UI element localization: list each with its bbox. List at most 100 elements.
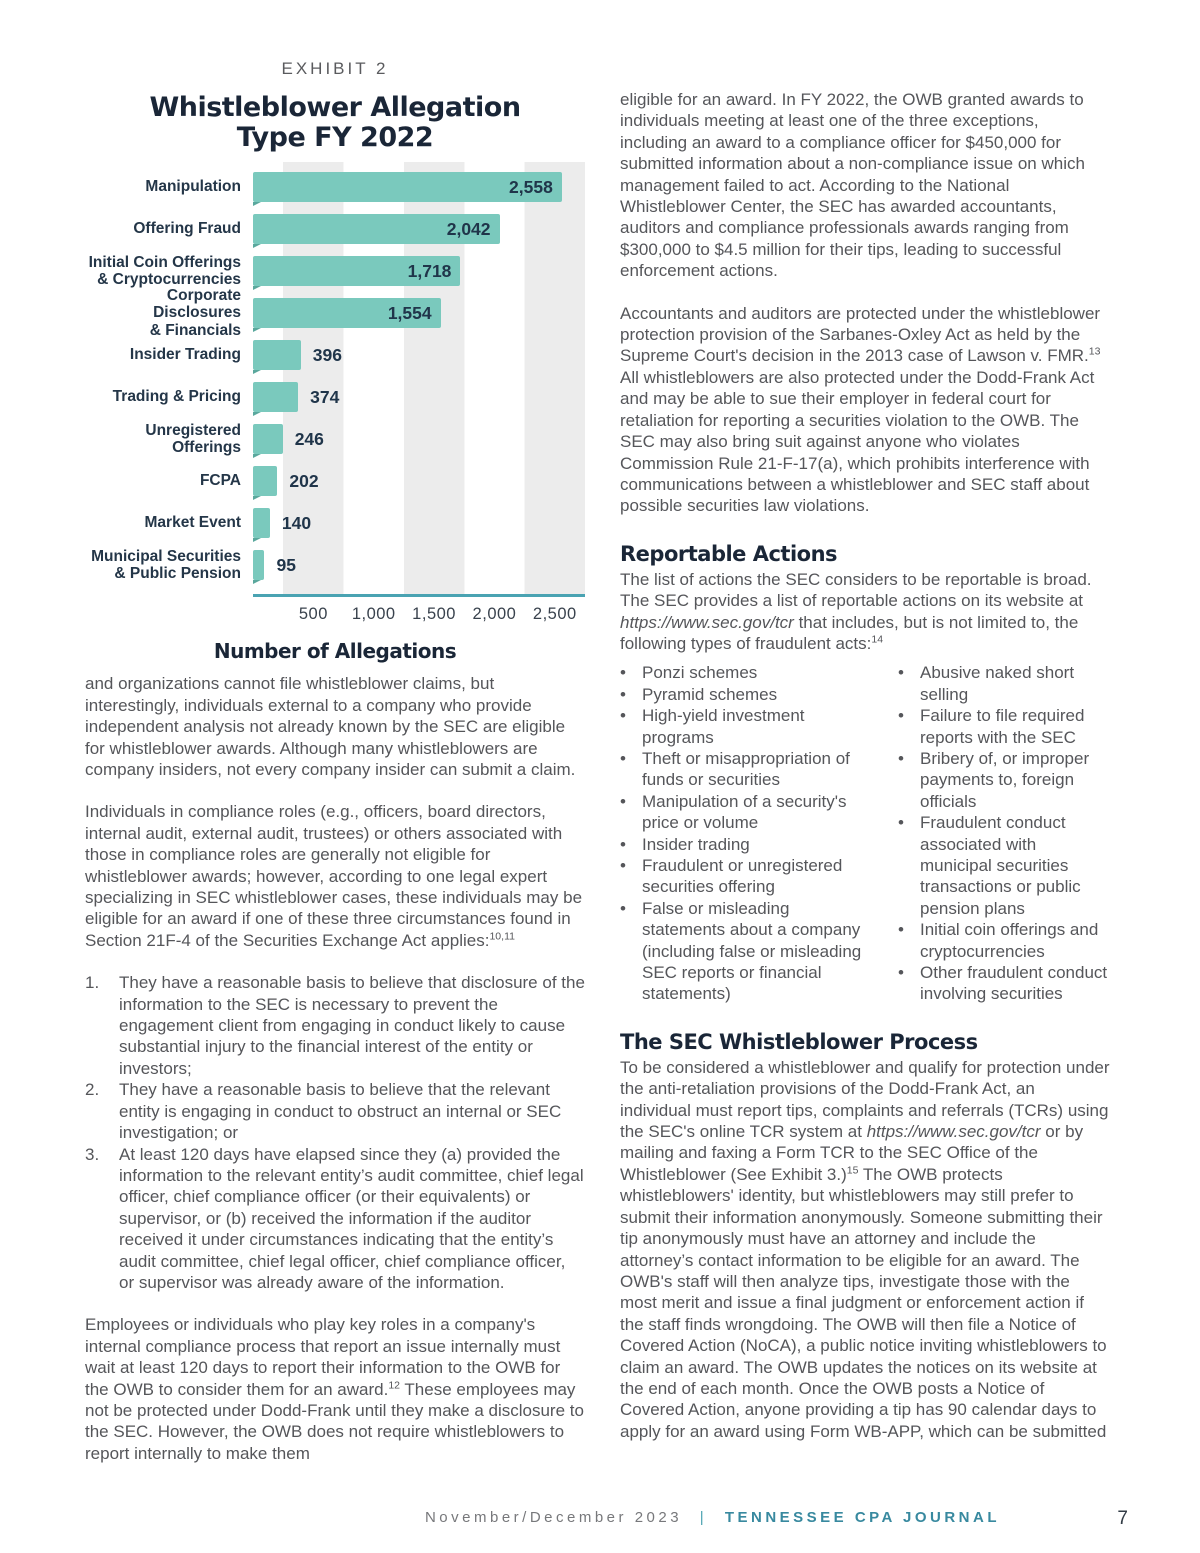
text-run: that includes, but is not limited to, th… (620, 612, 1079, 653)
chart-row: Municipal Securities & Public Pension 95 (85, 544, 585, 586)
bullet-item: • Ponzi schemes (620, 662, 872, 683)
text-run: and organizations cannot file whistleblo… (85, 674, 576, 779)
bar-category-label: Manipulation (145, 178, 241, 196)
chart-row: Offering Fraud 2,042 (85, 208, 585, 250)
bullet-dot: • (898, 920, 904, 940)
heading-sec-whistleblower-process: The SEC Whistleblower Process (620, 1029, 978, 1054)
bar-value-label: 1,718 (407, 261, 452, 282)
chart-rows: Manipulation 2,558 Offering Fraud 2,042 Init… (85, 166, 585, 586)
chart-row: Unregistered Offerings 246 (85, 418, 585, 460)
chart-x-axis-label: Number of Allegations (213, 639, 457, 664)
x-tick-label: 1,000 (351, 605, 396, 624)
text-run: They have a reasonable basis to believe … (119, 1080, 562, 1143)
footnote-superscript: 15 (846, 1164, 859, 1177)
bullet-dot: • (620, 663, 626, 683)
bullet-dot: • (620, 834, 626, 854)
bar-plot-area: 2,558 (253, 172, 585, 207)
paragraph-process: To be considered a whistleblower and qua… (620, 1057, 1110, 1442)
text-run: To be considered a whistleblower and qua… (620, 1057, 1110, 1142)
item-number: 2. (85, 1080, 100, 1100)
bullet-text: Theft or misappropriation of funds or se… (642, 748, 850, 790)
bullet-item: • Manipulation of a security's price or v… (620, 791, 872, 834)
text-run: eligible for an award. In FY 2022, the O… (620, 90, 1085, 281)
bullet-item: • Theft or misappropriation of funds or s… (620, 748, 872, 791)
text-run: All whistleblowers are also protected un… (620, 367, 1095, 516)
chart-row: Corporate Disclosures & Financials 1,554 (85, 287, 585, 339)
bullet-dot: • (620, 898, 626, 918)
bullet-list-left: • Ponzi schemes • Pyramid schemes • High-yiel… (620, 662, 872, 1005)
bar-category-label: Trading & Pricing (112, 388, 241, 406)
bullet-dot: • (898, 748, 904, 768)
bar-value-label: 396 (312, 345, 342, 366)
bar (253, 466, 278, 501)
footer-text: November/December 2023 | TENNESSEE CPA J… (425, 1509, 1000, 1526)
bullet-item: • Failure to file required reports with t… (898, 705, 1110, 748)
exhibit-2-figure: EXHIBIT 2 Whistleblower Allegation Type … (85, 59, 585, 663)
bar (253, 256, 461, 291)
text-run: The list of actions the SEC considers to… (620, 569, 1092, 611)
bar-value-label: 95 (276, 555, 296, 576)
right-column: eligible for an award. In FY 2022, the O… (620, 55, 1110, 1464)
bullet-text: Failure to file required reports with th… (920, 706, 1085, 747)
italic-text: https://www.sec.gov/tcr (620, 612, 794, 632)
bar-category-label: Unregistered Offerings (145, 421, 241, 457)
chart-row: Manipulation 2,558 (85, 166, 585, 208)
footer-issue: November/December 2023 (424, 1509, 683, 1526)
fraudulent-acts-lists: • Ponzi schemes • Pyramid schemes • High-yiel… (620, 662, 1110, 1005)
x-tick-label: 2,000 (472, 605, 517, 624)
bullet-item: • Insider trading (620, 834, 872, 855)
paragraph-compliance-roles: Individuals in compliance roles (e.g., o… (85, 801, 585, 951)
numbered-item: 3. At least 120 days have elapsed since t… (85, 1144, 585, 1294)
numbered-item: 2. They have a reasonable basis to believ… (85, 1079, 585, 1143)
text-run: The OWB protects whistleblowers' identit… (620, 1164, 1107, 1441)
chart-row: FCPA 202 (85, 460, 585, 502)
chart-title: Whistleblower Allegation Type FY 2022 (85, 93, 585, 152)
footer-separator: | (699, 1509, 708, 1526)
item-number: 3. (85, 1144, 100, 1164)
bar-category-label: FCPA (199, 472, 241, 490)
chart-row: Market Event 140 (85, 502, 585, 544)
bar-plot-area: 396 (253, 340, 585, 375)
footer-page-number: 7 (1117, 1508, 1128, 1529)
footnote-superscript: 13 (1088, 345, 1101, 358)
bullet-item: • False or misleading statements about a … (620, 898, 872, 1005)
bullet-dot: • (898, 706, 904, 726)
text-run: At least 120 days have elapsed since the… (119, 1144, 584, 1292)
bullet-item: • Bribery of, or improper payments to, fo… (898, 748, 1110, 812)
bullet-text: Insider trading (642, 834, 750, 854)
bar-value-label: 374 (310, 387, 340, 408)
chart-row: Trading & Pricing 374 (85, 376, 585, 418)
bullet-text: Initial coin offerings and cryptocurrenc… (920, 920, 1099, 961)
bar-plot-area: 1,718 (253, 256, 585, 291)
paragraph-employees: Employees or individuals who play key ro… (85, 1314, 585, 1464)
bar-value-label: 246 (294, 429, 324, 450)
bar (253, 508, 270, 543)
bar-plot-area: 95 (253, 550, 585, 585)
bar-category-label: Initial Coin Offerings & Cryptocurrencies (88, 253, 241, 289)
bullet-item: • Other fraudulent conduct involving secu… (898, 962, 1110, 1005)
bullet-text: Abusive naked short selling (920, 663, 1075, 704)
bar-value-label: 140 (281, 513, 312, 534)
bar-value-label: 1,554 (387, 303, 432, 324)
paragraph-eligible-award: eligible for an award. In FY 2022, the O… (620, 89, 1110, 282)
bullet-text: Manipulation of a security's price or vo… (642, 791, 847, 833)
bar-chart: Manipulation 2,558 Offering Fraud 2,042 Init… (85, 162, 585, 595)
bullet-text: Fraudulent conduct associated with munic… (920, 813, 1081, 918)
bar (253, 382, 299, 417)
chart-x-ticks: 500 1,000 1,500 2,000 2,500 (253, 605, 585, 629)
numbered-item: 1. They have a reasonable basis to believ… (85, 972, 585, 1079)
bar-category-label: Insider Trading (129, 346, 241, 364)
left-column: EXHIBIT 2 Whistleblower Allegation Type … (85, 55, 585, 1464)
item-text: They have a reasonable basis to believe … (119, 1079, 585, 1143)
bar-category-label: Corporate Disclosures & Financials (149, 286, 241, 340)
bullet-item: • Fraudulent conduct associated with muni… (898, 812, 1110, 919)
chart-row: Insider Trading 396 (85, 334, 585, 376)
x-tick-label: 2,500 (532, 605, 577, 624)
bar (253, 424, 283, 459)
bar (253, 340, 301, 375)
heading-reportable-actions: Reportable Actions (620, 541, 838, 566)
bullet-text: Ponzi schemes (642, 663, 758, 683)
item-text: They have a reasonable basis to believe … (119, 972, 585, 1079)
bullet-item: • Pyramid schemes (620, 684, 872, 705)
bullet-text: False or misleading statements about a c… (642, 898, 862, 1004)
